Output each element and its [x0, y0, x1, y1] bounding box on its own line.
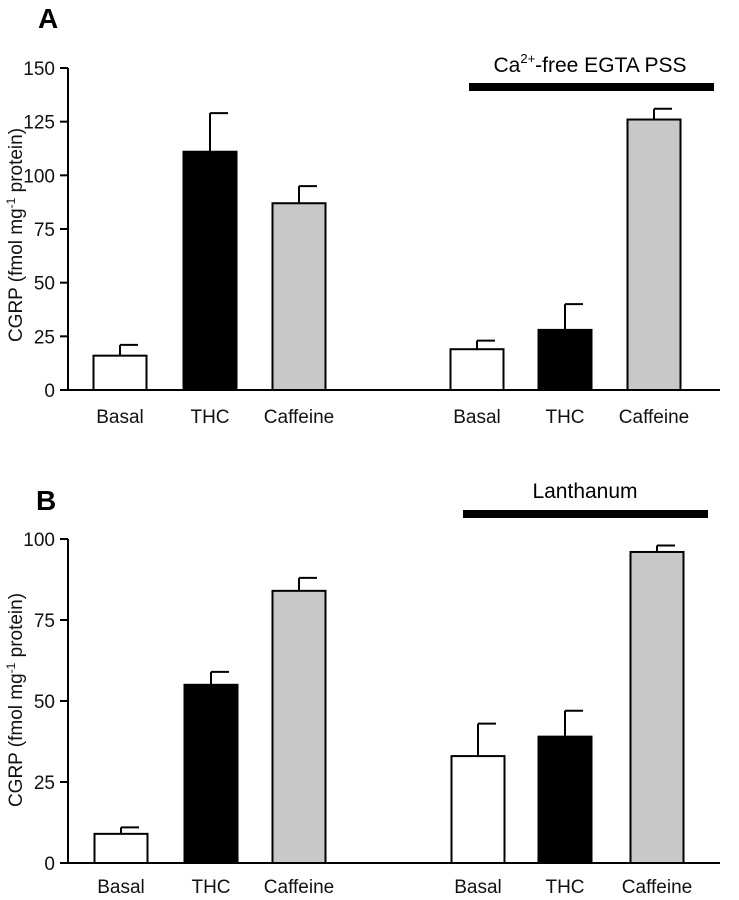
- svg-text:CGRP (fmol mg-1 protein): CGRP (fmol mg-1 protein): [4, 128, 27, 342]
- bar-b-1-thc: [537, 735, 593, 865]
- y-tick-label-a-3: 75: [34, 220, 55, 241]
- y-tick-label-a-4: 100: [23, 166, 55, 187]
- y-tick-label-b-0: 0: [44, 854, 55, 875]
- panel-letter-a: A: [38, 3, 58, 34]
- condition-label-b: Lanthanum: [532, 480, 637, 503]
- bar-a-1-basal: [449, 348, 505, 392]
- y-tick-label-a-5: 125: [23, 113, 55, 134]
- condition-bar-b: [463, 510, 708, 518]
- condition-label-a: Ca2+-free EGTA PSS: [493, 51, 686, 77]
- condition-label-b-main: Lanthanum: [532, 480, 637, 503]
- y-tick-label-a-2: 50: [34, 274, 55, 295]
- category-label-b-0-2: Caffeine: [264, 877, 334, 898]
- category-label-b-0-1: THC: [191, 877, 230, 898]
- category-label-a-0-0: Basal: [96, 407, 144, 428]
- bar-a-1-caffeine: [626, 118, 682, 392]
- bar-a-1-thc: [537, 328, 593, 392]
- bar-b-0-caffeine: [271, 589, 327, 865]
- y-tick-label-b-3: 75: [34, 611, 55, 632]
- y-tick-label-b-2: 50: [34, 692, 55, 713]
- category-label-b-1-1: THC: [545, 877, 584, 898]
- y-tick-label-a-0: 0: [44, 381, 55, 402]
- category-label-a-1-2: Caffeine: [619, 407, 689, 428]
- y-axis-label-b: CGRP (fmol mg-1 protein): [4, 593, 27, 807]
- bar-b-0-basal: [93, 832, 149, 865]
- condition-label-a-tail: -free EGTA PSS: [535, 54, 686, 77]
- category-label-a-1-0: Basal: [453, 407, 501, 428]
- y-axis-label-b-tail: protein): [6, 593, 27, 663]
- bar-b-1-caffeine: [629, 550, 685, 865]
- panel-letter-b: B: [36, 485, 56, 516]
- category-label-a-0-2: Caffeine: [264, 407, 334, 428]
- y-tick-label-a-1: 25: [34, 327, 55, 348]
- y-axis-label-b-sup: -1: [4, 662, 18, 673]
- condition-bar-a: [469, 83, 714, 91]
- bar-a-0-thc: [182, 150, 238, 391]
- panel-b: B Lanthanum CGRP (fmol mg-1 protein) 0 25…: [4, 480, 720, 898]
- y-tick-label-a-6: 150: [23, 59, 55, 80]
- y-axis-label-a: CGRP (fmol mg-1 protein): [4, 128, 27, 342]
- bar-a-0-caffeine: [271, 202, 327, 391]
- bar-b-1-basal: [450, 755, 506, 865]
- panel-a: A Ca2+-free EGTA PSS CGRP (fmol mg-1 pro…: [4, 3, 720, 428]
- category-label-a-0-1: THC: [190, 407, 229, 428]
- y-tick-label-b-1: 25: [34, 773, 55, 794]
- category-label-b-1-2: Caffeine: [622, 877, 692, 898]
- bar-b-0-thc: [183, 683, 239, 864]
- category-label-a-1-1: THC: [545, 407, 584, 428]
- y-axis-label-a-main: CGRP (fmol mg: [6, 208, 27, 342]
- bar-a-0-basal: [92, 354, 148, 391]
- condition-label-a-main: Ca: [493, 54, 520, 77]
- y-axis-label-b-main: CGRP (fmol mg: [6, 673, 27, 807]
- category-label-b-0-0: Basal: [97, 877, 145, 898]
- svg-text:CGRP (fmol mg-1 protein): CGRP (fmol mg-1 protein): [4, 593, 27, 807]
- y-axis-label-a-sup: -1: [4, 197, 18, 208]
- category-label-b-1-0: Basal: [454, 877, 502, 898]
- condition-label-a-sup: 2+: [520, 51, 535, 66]
- y-axis-label-a-tail: protein): [6, 128, 27, 198]
- y-tick-label-b-4: 100: [23, 530, 55, 551]
